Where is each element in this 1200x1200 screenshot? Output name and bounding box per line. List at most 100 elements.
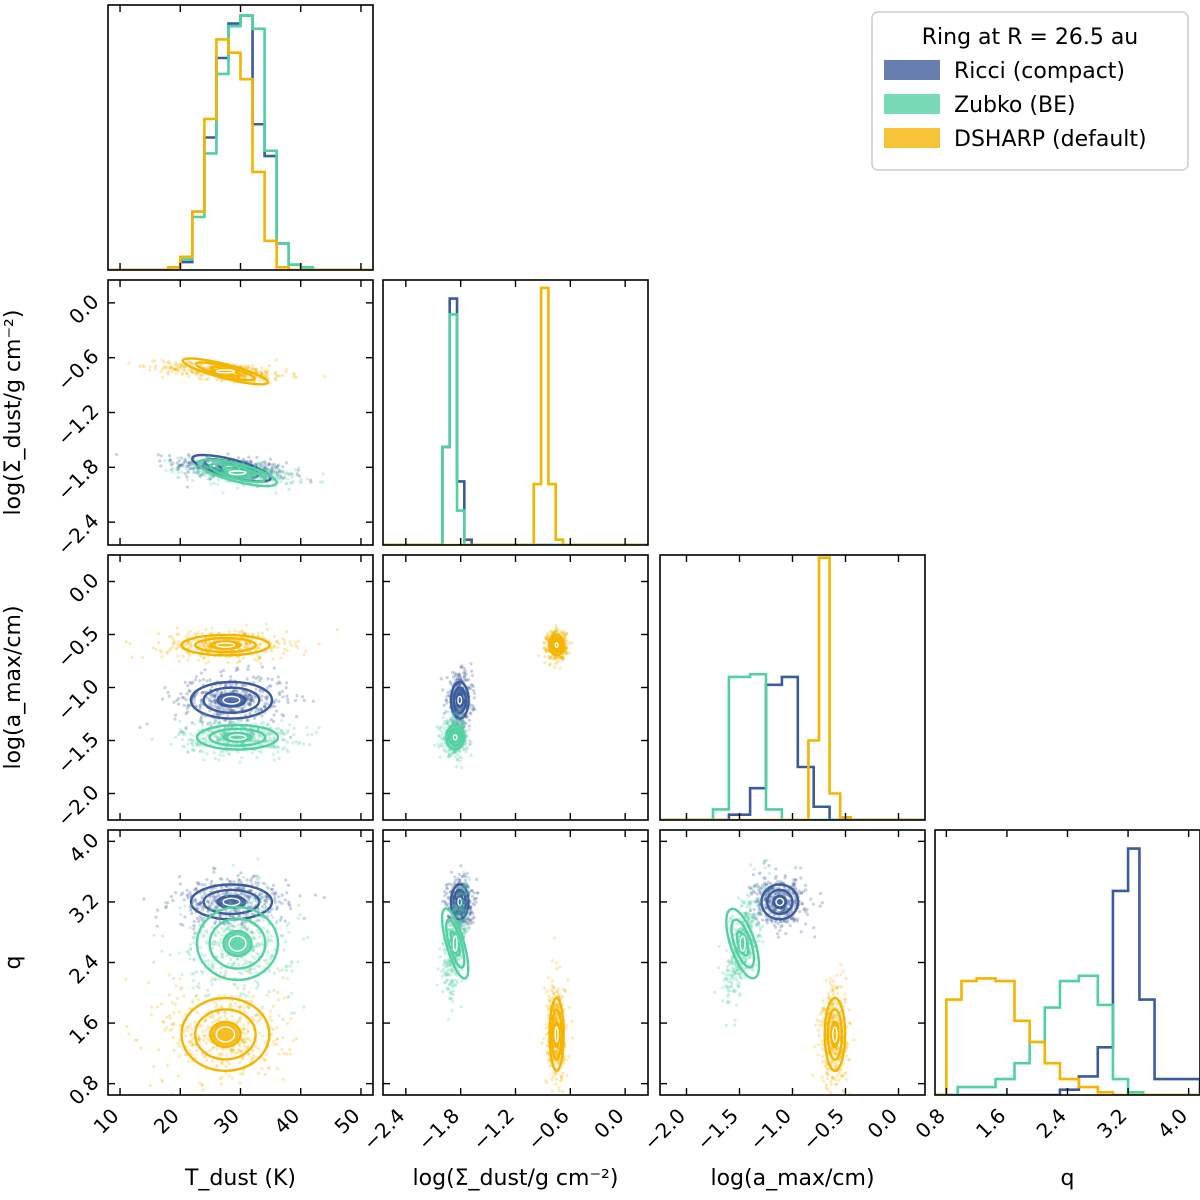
sample-point: [213, 977, 217, 981]
sample-point: [168, 953, 172, 957]
sample-point: [247, 365, 252, 369]
sample-point: [210, 901, 214, 905]
sample-point: [272, 634, 277, 639]
sample-point: [226, 660, 230, 665]
sample-point: [445, 750, 449, 754]
sample-point: [198, 914, 202, 918]
sample-point: [443, 749, 447, 753]
sample-point: [216, 464, 220, 468]
sample-point: [277, 641, 281, 646]
sample-point: [167, 458, 171, 462]
sample-point: [247, 455, 251, 459]
sample-point: [280, 712, 284, 717]
sample-point: [273, 645, 277, 649]
sample-point: [283, 919, 287, 923]
sample-point: [203, 904, 207, 908]
sample-point: [266, 368, 270, 372]
sample-point: [205, 942, 209, 946]
contour-inner-highlight: [222, 897, 241, 907]
sample-point: [298, 912, 302, 917]
sample-point: [191, 371, 195, 375]
sample-point: [222, 731, 226, 735]
sample-point: [188, 1022, 192, 1027]
sample-point: [275, 472, 279, 476]
sample-point: [258, 475, 262, 480]
sample-point: [553, 628, 557, 632]
sample-point: [212, 481, 216, 485]
sample-point: [451, 719, 455, 724]
sample-point: [195, 880, 199, 885]
sample-point: [435, 725, 439, 729]
histogram-A-series-0: [660, 675, 925, 820]
sample-point: [455, 710, 460, 714]
sample-point: [195, 902, 199, 906]
sample-point: [296, 741, 300, 745]
sample-point: [227, 1074, 231, 1078]
sample-point: [198, 900, 203, 905]
y-tick-label: −1.2: [52, 399, 103, 450]
sample-point: [265, 696, 269, 700]
sample-point: [228, 921, 232, 925]
sample-point: [189, 1043, 194, 1047]
sample-point: [173, 640, 177, 644]
sample-point: [192, 470, 196, 474]
sample-point: [211, 964, 215, 968]
sample-point: [283, 647, 287, 651]
sample-point: [202, 656, 206, 660]
sample-point: [263, 902, 267, 907]
sample-point: [272, 883, 276, 887]
sample-point: [472, 691, 477, 696]
sample-point: [246, 363, 250, 368]
sample-point: [464, 730, 468, 735]
sample-point: [437, 745, 441, 749]
sample-point: [204, 641, 208, 645]
sample-point: [458, 750, 462, 754]
sample-point: [168, 362, 172, 366]
sample-point: [254, 367, 258, 371]
sample-point: [234, 689, 239, 693]
sample-point: [213, 921, 217, 926]
sample-point: [218, 737, 223, 741]
sample-point: [254, 475, 258, 479]
sample-point: [251, 944, 255, 948]
sample-point: [224, 893, 228, 898]
sample-point: [265, 962, 269, 966]
sample-point: [208, 720, 212, 725]
sample-point: [188, 462, 192, 466]
sample-point: [124, 640, 128, 644]
sample-point: [262, 704, 267, 709]
sample-point: [254, 710, 258, 714]
sample-point: [224, 891, 228, 895]
sample-point: [464, 734, 468, 738]
sample-point: [272, 988, 276, 992]
sample-point: [164, 366, 168, 370]
sample-point: [471, 707, 475, 711]
sample-point: [274, 892, 278, 896]
sample-point: [442, 736, 447, 740]
sample-point: [266, 928, 270, 933]
sample-point: [445, 675, 449, 680]
sample-point: [218, 1076, 222, 1081]
sample-point: [242, 893, 247, 897]
sample-point: [240, 922, 244, 926]
sample-point: [181, 923, 185, 927]
sample-point: [245, 1004, 249, 1008]
sample-point: [258, 466, 263, 470]
sample-point: [265, 476, 269, 480]
sample-point: [271, 657, 275, 661]
sample-point: [195, 993, 199, 997]
sample-point: [204, 627, 208, 632]
sample-point: [468, 687, 473, 691]
sample-point: [191, 748, 195, 752]
sample-point: [166, 690, 170, 694]
sample-point: [219, 750, 224, 754]
contour-series-1-level-1: [208, 917, 267, 970]
sample-point: [212, 704, 217, 708]
plot-area: [432, 624, 574, 770]
sample-point: [208, 1048, 212, 1052]
sample-point: [173, 367, 177, 371]
sample-point: [260, 635, 265, 639]
histogram-S-series-2: [383, 286, 648, 545]
sample-point: [240, 630, 244, 634]
sample-point: [258, 1018, 262, 1022]
